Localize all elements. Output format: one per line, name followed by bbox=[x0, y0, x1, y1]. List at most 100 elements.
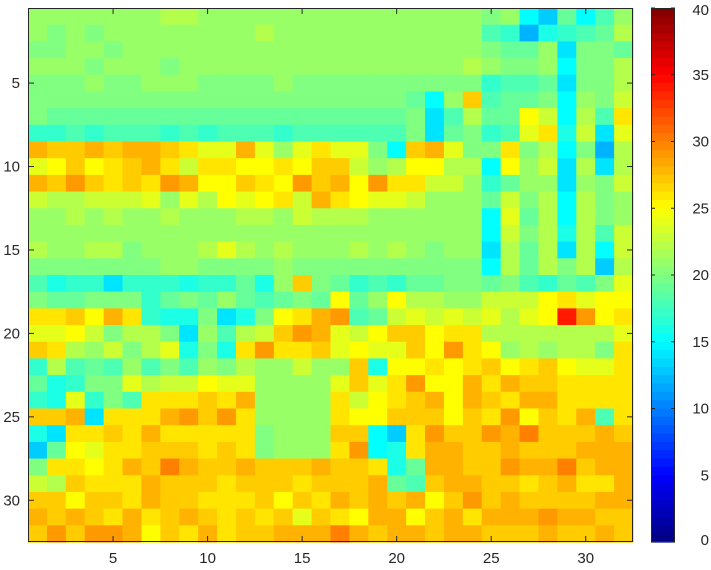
heatmap-cell bbox=[614, 341, 634, 360]
heatmap-cell bbox=[500, 408, 521, 426]
heatmap-cell bbox=[557, 325, 577, 343]
heatmap-cell bbox=[519, 475, 540, 493]
heatmap-cell bbox=[387, 58, 407, 76]
heatmap-cell bbox=[217, 425, 237, 443]
heatmap-cell bbox=[141, 458, 161, 476]
heatmap-cell bbox=[576, 275, 596, 293]
heatmap-cell bbox=[292, 258, 313, 276]
heatmap-cell bbox=[330, 341, 351, 360]
heatmap-cell bbox=[481, 8, 502, 26]
colorbar-segment bbox=[651, 124, 675, 134]
heatmap-cell bbox=[614, 208, 634, 226]
heatmap-cell bbox=[462, 375, 483, 393]
heatmap-cell bbox=[576, 458, 596, 476]
colorbar-segment bbox=[651, 199, 675, 209]
heatmap-cell bbox=[254, 258, 275, 276]
heatmap-cell bbox=[273, 491, 294, 510]
heatmap-cell bbox=[368, 425, 388, 443]
colorbar-tick-label: 25 bbox=[692, 200, 709, 217]
colorbar-segment bbox=[651, 375, 675, 385]
heatmap-cell bbox=[84, 224, 105, 243]
heatmap-cell bbox=[46, 41, 67, 59]
heatmap-cell bbox=[103, 391, 124, 410]
colorbar-segment bbox=[651, 525, 675, 535]
heatmap-cell bbox=[217, 24, 237, 42]
heatmap-cell bbox=[46, 158, 67, 176]
heatmap-cell bbox=[576, 108, 596, 126]
heatmap-cell bbox=[387, 325, 407, 343]
heatmap-cell bbox=[292, 391, 313, 410]
heatmap-cell bbox=[46, 458, 67, 476]
heatmap-cell bbox=[595, 208, 615, 226]
heatmap-cell bbox=[538, 441, 558, 460]
heatmap-cell bbox=[273, 8, 294, 26]
heatmap-cell bbox=[84, 391, 105, 410]
heatmap-cell bbox=[141, 475, 161, 493]
heatmap-cell bbox=[141, 525, 161, 543]
heatmap-cell bbox=[595, 58, 615, 76]
heatmap-cell bbox=[292, 74, 313, 93]
heatmap-cell bbox=[311, 58, 332, 76]
heatmap-cell bbox=[160, 58, 180, 76]
heatmap-cell bbox=[500, 191, 521, 209]
heatmap-cell bbox=[481, 325, 502, 343]
heatmap-cell bbox=[500, 41, 521, 59]
heatmap-cell bbox=[311, 308, 332, 326]
heatmap-cell bbox=[122, 308, 143, 326]
heatmap-cell bbox=[406, 74, 426, 93]
heatmap-cell bbox=[28, 258, 48, 276]
heatmap-cell bbox=[141, 425, 161, 443]
heatmap-cell bbox=[103, 508, 124, 526]
heatmap-cell bbox=[576, 291, 596, 309]
heatmap-cell bbox=[576, 525, 596, 543]
heatmap-cell bbox=[519, 458, 540, 476]
heatmap-cell bbox=[330, 391, 351, 410]
heatmap-cell bbox=[311, 258, 332, 276]
heatmap-cell bbox=[84, 74, 105, 93]
heatmap-cell bbox=[406, 275, 426, 293]
heatmap-cell bbox=[46, 325, 67, 343]
heatmap-cell bbox=[311, 24, 332, 42]
heatmap-cell bbox=[103, 208, 124, 226]
heatmap-cell bbox=[349, 241, 369, 259]
heatmap-cell bbox=[462, 275, 483, 293]
heatmap-cell bbox=[576, 158, 596, 176]
heatmap-cell bbox=[406, 491, 426, 510]
heatmap-cell bbox=[576, 58, 596, 76]
heatmap-cell bbox=[462, 291, 483, 309]
heatmap-cell bbox=[349, 508, 369, 526]
heatmap-cell bbox=[198, 275, 218, 293]
heatmap-cell bbox=[406, 124, 426, 143]
heatmap-cell bbox=[217, 241, 237, 259]
heatmap-cell bbox=[425, 425, 445, 443]
heatmap-cell bbox=[462, 391, 483, 410]
heatmap-cell bbox=[538, 108, 558, 126]
heatmap-cell bbox=[576, 441, 596, 460]
heatmap-cell bbox=[217, 41, 237, 59]
colorbar-segment bbox=[651, 483, 675, 493]
heatmap-cell bbox=[28, 124, 48, 143]
heatmap-cell bbox=[576, 358, 596, 376]
heatmap-cell bbox=[160, 475, 180, 493]
heatmap-cell bbox=[292, 491, 313, 510]
colorbar-segment bbox=[651, 49, 675, 59]
heatmap-cell bbox=[311, 341, 332, 360]
heatmap-cell bbox=[576, 74, 596, 93]
colorbar-segment bbox=[651, 183, 675, 193]
heatmap-cell bbox=[368, 275, 388, 293]
heatmap-cell bbox=[576, 408, 596, 426]
heatmap-cell bbox=[103, 141, 124, 159]
heatmap-cell bbox=[425, 258, 445, 276]
heatmap-cell bbox=[519, 124, 540, 143]
heatmap-cell bbox=[65, 375, 86, 393]
heatmap-cell bbox=[481, 291, 502, 309]
heatmap-cell bbox=[425, 341, 445, 360]
heatmap-cell bbox=[217, 275, 237, 293]
heatmap-cell bbox=[481, 525, 502, 543]
heatmap-cell bbox=[65, 174, 86, 193]
heatmap-cell bbox=[538, 525, 558, 543]
heatmap-cell bbox=[198, 391, 218, 410]
heatmap-cell bbox=[141, 241, 161, 259]
colorbar-segment bbox=[651, 416, 675, 426]
heatmap-cell bbox=[368, 358, 388, 376]
